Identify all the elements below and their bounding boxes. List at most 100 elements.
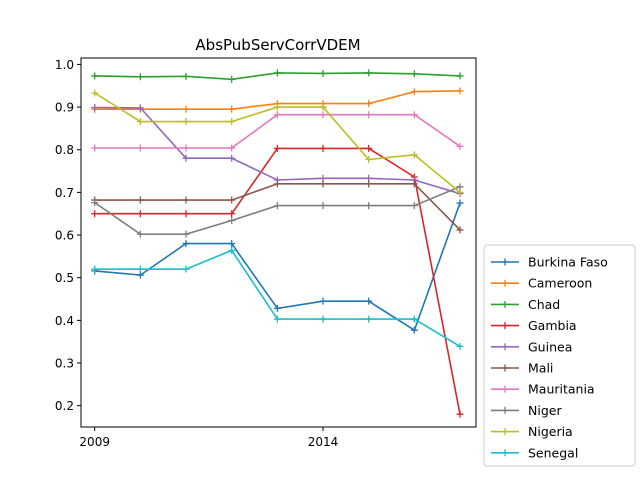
legend-label: Chad bbox=[528, 297, 560, 312]
data-point bbox=[182, 210, 190, 218]
data-point bbox=[228, 105, 236, 113]
legend-marker bbox=[501, 385, 509, 393]
legend-item: Mali bbox=[491, 361, 553, 376]
legend-item: Guinea bbox=[491, 339, 572, 354]
data-point bbox=[410, 88, 418, 96]
data-point bbox=[228, 240, 236, 248]
data-point bbox=[456, 188, 464, 196]
y-tick-label: 0.9 bbox=[55, 101, 74, 115]
legend-marker bbox=[501, 279, 509, 287]
data-point bbox=[365, 156, 373, 164]
data-point bbox=[136, 118, 144, 126]
legend-item: Cameroon bbox=[491, 276, 592, 291]
series-niger bbox=[91, 183, 464, 238]
data-point bbox=[456, 72, 464, 80]
data-point bbox=[273, 315, 281, 323]
data-point bbox=[365, 111, 373, 119]
data-point bbox=[182, 154, 190, 162]
data-point bbox=[228, 75, 236, 83]
legend-label: Nigeria bbox=[528, 424, 573, 439]
data-point bbox=[410, 180, 418, 188]
y-tick-label: 0.7 bbox=[55, 186, 74, 200]
data-point bbox=[136, 210, 144, 218]
data-point bbox=[365, 144, 373, 152]
data-point bbox=[365, 180, 373, 188]
data-point bbox=[228, 144, 236, 152]
data-point bbox=[182, 72, 190, 80]
legend-label: Mauritania bbox=[528, 382, 595, 397]
legend-label: Guinea bbox=[528, 339, 572, 354]
legend-label: Mali bbox=[528, 361, 553, 376]
data-point bbox=[228, 210, 236, 218]
legend-marker bbox=[501, 300, 509, 308]
data-point bbox=[456, 226, 464, 234]
data-point bbox=[319, 315, 327, 323]
x-tick-label: 2014 bbox=[308, 435, 339, 449]
y-tick-label: 1.0 bbox=[55, 58, 74, 72]
data-point bbox=[136, 230, 144, 238]
legend-item: Gambia bbox=[491, 318, 577, 333]
data-point bbox=[91, 144, 99, 152]
data-point bbox=[182, 105, 190, 113]
data-point bbox=[91, 210, 99, 218]
data-point bbox=[228, 196, 236, 204]
legend-item: Chad bbox=[491, 297, 560, 312]
data-point bbox=[228, 118, 236, 126]
data-point bbox=[182, 196, 190, 204]
data-point bbox=[410, 151, 418, 159]
data-point bbox=[182, 118, 190, 126]
data-point bbox=[319, 180, 327, 188]
data-point bbox=[136, 104, 144, 112]
data-point bbox=[365, 100, 373, 108]
data-point bbox=[91, 89, 99, 97]
data-point bbox=[273, 103, 281, 111]
y-tick-label: 0.4 bbox=[55, 314, 74, 328]
data-point bbox=[273, 144, 281, 152]
data-point bbox=[319, 202, 327, 210]
data-point bbox=[228, 246, 236, 254]
data-point bbox=[273, 304, 281, 312]
data-point bbox=[273, 202, 281, 210]
legend-marker bbox=[501, 364, 509, 372]
data-point bbox=[410, 70, 418, 78]
legend-marker bbox=[501, 343, 509, 351]
series-mali bbox=[91, 180, 464, 234]
data-point bbox=[319, 103, 327, 111]
data-point bbox=[182, 144, 190, 152]
y-tick-label: 0.2 bbox=[55, 399, 74, 413]
legend: Burkina Faso Cameroon Chad Gambia Guinea Mali… bbox=[483, 244, 636, 467]
legend-label: Burkina Faso bbox=[528, 255, 608, 270]
data-point bbox=[456, 199, 464, 207]
data-point bbox=[91, 265, 99, 273]
legend-item: Burkina Faso bbox=[491, 255, 608, 270]
data-point bbox=[228, 217, 236, 225]
data-point bbox=[410, 315, 418, 323]
data-point bbox=[136, 271, 144, 279]
legend-item: Nigeria bbox=[491, 424, 573, 439]
y-tick-label: 0.5 bbox=[55, 271, 74, 285]
chart-title: AbsPubServCorrVDEM bbox=[195, 36, 360, 54]
data-point bbox=[273, 69, 281, 77]
x-tick-label: 2009 bbox=[79, 435, 110, 449]
data-point bbox=[365, 202, 373, 210]
data-point bbox=[228, 154, 236, 162]
legend-label: Niger bbox=[528, 403, 562, 418]
data-point bbox=[365, 297, 373, 305]
data-point bbox=[319, 69, 327, 77]
data-point bbox=[365, 69, 373, 77]
legend-label: Cameroon bbox=[528, 276, 592, 291]
data-point bbox=[365, 315, 373, 323]
data-point bbox=[410, 202, 418, 210]
legend-marker bbox=[501, 428, 509, 436]
data-point bbox=[91, 72, 99, 80]
legend-label: Gambia bbox=[528, 318, 577, 333]
data-point bbox=[456, 342, 464, 350]
legend-box bbox=[483, 244, 636, 467]
legend-marker bbox=[501, 322, 509, 330]
data-point bbox=[182, 240, 190, 248]
legend-marker bbox=[501, 449, 509, 457]
data-point bbox=[319, 297, 327, 305]
data-point bbox=[456, 410, 464, 418]
